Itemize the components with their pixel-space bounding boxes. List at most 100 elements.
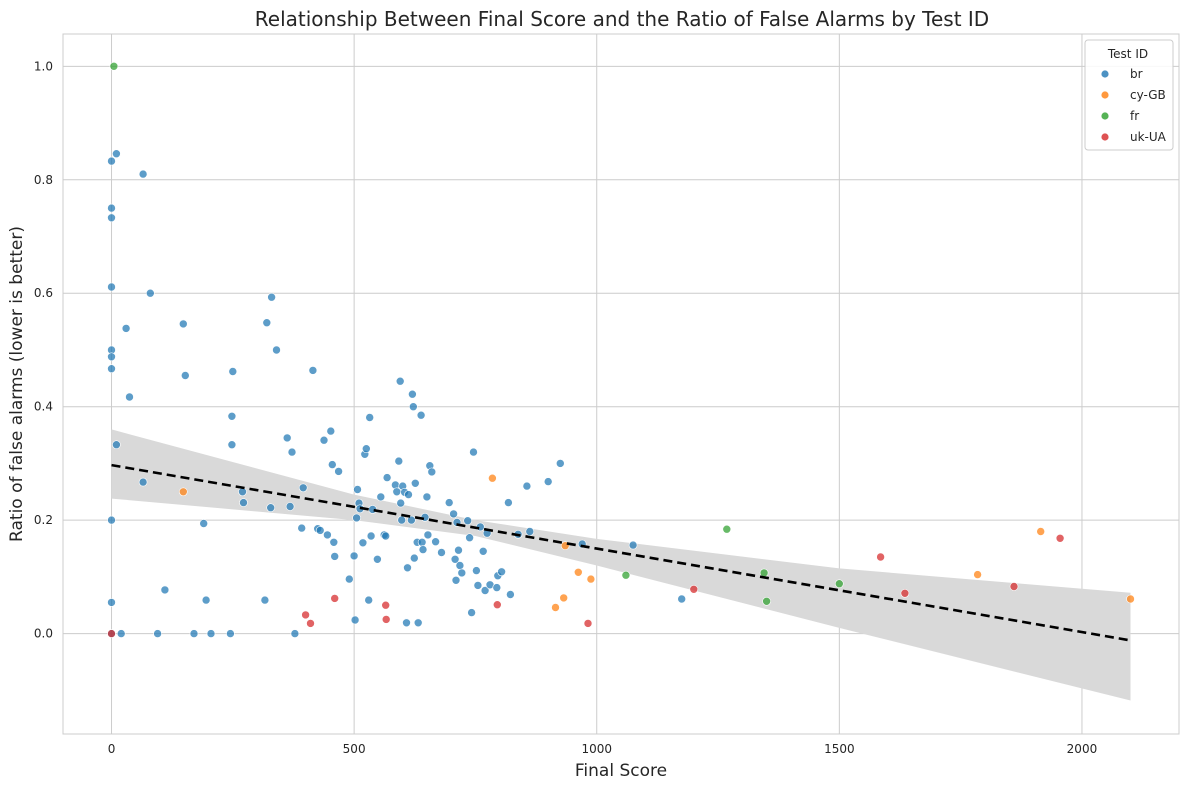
point-br — [451, 575, 461, 585]
point-br — [422, 492, 432, 502]
point-br — [189, 629, 199, 638]
point-br — [522, 481, 532, 491]
point-br — [465, 533, 474, 543]
point-br — [373, 554, 382, 564]
point-cy-GB — [488, 473, 497, 483]
point-fr — [722, 524, 732, 534]
point-br — [396, 498, 406, 508]
point-uk-UA — [301, 610, 310, 620]
point-br — [285, 502, 295, 511]
point-br — [353, 485, 362, 494]
point-br — [226, 629, 235, 638]
point-br — [364, 595, 374, 605]
point-br — [206, 629, 216, 638]
point-br — [107, 156, 116, 166]
point-br — [365, 413, 375, 422]
point-cy-GB — [573, 567, 583, 577]
legend-title: Test ID — [1107, 47, 1148, 61]
point-br — [408, 402, 418, 412]
point-br — [444, 498, 454, 507]
point-br — [469, 447, 478, 457]
point-uk-UA — [381, 615, 391, 624]
point-br — [427, 467, 437, 477]
point-br — [628, 540, 638, 550]
legend-marker-uk-UA — [1101, 133, 1109, 141]
point-br — [199, 519, 208, 528]
confidence-band — [111, 429, 1131, 701]
point-br — [181, 371, 190, 380]
y-tick-labels: 0.0 0.2 0.4 0.6 0.8 1.0 — [34, 59, 53, 640]
point-br — [404, 490, 413, 499]
point-br — [326, 426, 336, 436]
point-br — [260, 595, 270, 605]
legend-box — [1084, 39, 1174, 151]
point-br — [352, 513, 361, 523]
point-br — [431, 537, 440, 547]
point-br — [417, 537, 427, 547]
point-br — [179, 319, 188, 329]
point-uk-UA — [1009, 582, 1019, 591]
point-br — [107, 213, 116, 223]
point-uk-UA — [306, 619, 315, 628]
point-br — [492, 583, 502, 592]
point-br — [397, 515, 407, 525]
point-br — [402, 618, 411, 628]
point-br — [107, 515, 116, 525]
point-br — [555, 459, 565, 468]
point-br — [394, 456, 404, 466]
point-br — [315, 526, 325, 535]
point-br — [107, 598, 116, 607]
point-br — [473, 581, 483, 590]
point-br — [160, 585, 170, 595]
y-tick-label: 0.6 — [34, 286, 53, 300]
point-br — [472, 566, 481, 575]
point-br — [480, 586, 490, 595]
point-br — [506, 590, 515, 599]
x-tick-label: 1500 — [824, 742, 855, 756]
point-br — [418, 545, 428, 554]
point-br — [366, 531, 376, 541]
point-br — [467, 608, 476, 617]
point-uk-UA — [492, 600, 502, 610]
point-cy-GB — [551, 603, 560, 612]
point-br — [416, 410, 426, 420]
point-br — [238, 487, 247, 497]
point-br — [308, 366, 318, 375]
point-uk-UA — [381, 600, 391, 610]
point-br — [543, 477, 553, 486]
regression-line — [111, 463, 1131, 642]
point-br — [358, 538, 368, 548]
point-br — [138, 169, 148, 179]
point-br — [395, 376, 405, 386]
x-tick-label: 0 — [108, 742, 116, 756]
point-br — [201, 595, 211, 605]
point-br — [239, 498, 248, 507]
point-br — [227, 440, 237, 450]
y-axis-label: Ratio of false alarms (lower is better) — [7, 226, 27, 542]
chart-title: Relationship Between Final Score and the… — [255, 7, 989, 31]
data-points — [107, 62, 1135, 638]
x-tick-labels: 0 500 1000 1500 2000 — [108, 742, 1098, 756]
point-br — [361, 444, 371, 454]
point-br — [382, 473, 392, 482]
x-tick-label: 500 — [343, 742, 366, 756]
point-fr — [762, 596, 771, 606]
point-br — [262, 318, 272, 328]
point-br — [403, 563, 412, 573]
point-br — [454, 545, 463, 555]
point-br — [327, 460, 337, 469]
point-br — [146, 288, 155, 298]
point-br — [266, 503, 276, 513]
point-br — [297, 523, 307, 533]
point-br — [413, 618, 423, 628]
regression-line-path — [111, 463, 1131, 642]
point-br — [125, 392, 134, 402]
legend-label-br: br — [1130, 67, 1143, 81]
point-cy-GB — [1126, 594, 1135, 604]
point-br — [228, 367, 238, 376]
point-br — [349, 551, 359, 561]
point-br — [677, 594, 687, 604]
point-br — [463, 516, 473, 526]
point-br — [116, 629, 126, 638]
point-br — [334, 467, 343, 476]
